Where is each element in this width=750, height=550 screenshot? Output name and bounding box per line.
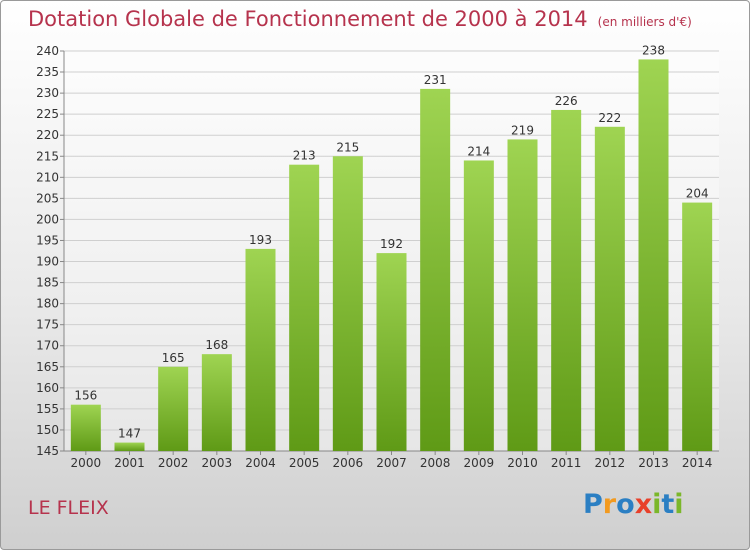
logo-letter: x xyxy=(634,489,653,520)
x-tick-label-2006: 2006 xyxy=(333,456,364,470)
bar-2012 xyxy=(594,126,625,451)
y-tick-label: 230 xyxy=(36,86,59,100)
x-tick-label-2003: 2003 xyxy=(202,456,233,470)
x-tick-label-2002: 2002 xyxy=(158,456,189,470)
y-tick-label: 165 xyxy=(36,360,59,374)
x-tick-label-2001: 2001 xyxy=(114,456,145,470)
x-tick-label-2000: 2000 xyxy=(71,456,102,470)
data-label-2010: 219 xyxy=(511,123,534,137)
data-label-2011: 226 xyxy=(555,94,578,108)
y-tick-label: 195 xyxy=(36,233,59,247)
bar-2001 xyxy=(114,442,145,451)
x-tick-label-2005: 2005 xyxy=(289,456,320,470)
logo-letter: r xyxy=(602,489,617,520)
y-tick-label: 225 xyxy=(36,107,59,121)
y-tick-label: 180 xyxy=(36,297,59,311)
data-label-2013: 238 xyxy=(642,43,665,57)
bar-2014 xyxy=(682,202,713,451)
x-tick-label-2012: 2012 xyxy=(595,456,626,470)
y-tick-label: 200 xyxy=(36,212,59,226)
y-tick-label: 215 xyxy=(36,149,59,163)
y-tick-label: 170 xyxy=(36,339,59,353)
y-tick-label: 185 xyxy=(36,276,59,290)
bar-2011 xyxy=(551,109,582,452)
data-label-2005: 213 xyxy=(293,149,316,163)
x-tick-label-2011: 2011 xyxy=(551,456,582,470)
y-tick-label: 210 xyxy=(36,170,59,184)
y-tick-label: 240 xyxy=(36,44,59,58)
x-tick-label-2008: 2008 xyxy=(420,456,451,470)
data-label-2006: 215 xyxy=(336,140,359,154)
x-tick-label-2014: 2014 xyxy=(682,456,713,470)
x-tick-label-2010: 2010 xyxy=(507,456,538,470)
bar-2002 xyxy=(158,366,189,451)
y-tick-label: 175 xyxy=(36,318,59,332)
data-label-2000: 156 xyxy=(74,389,97,403)
commune-name: LE FLEIX xyxy=(28,497,109,519)
y-tick-label: 190 xyxy=(36,255,59,269)
bar-2013 xyxy=(638,59,669,451)
x-tick-label-2013: 2013 xyxy=(638,456,669,470)
data-label-2014: 204 xyxy=(686,187,709,201)
y-tick-label: 160 xyxy=(36,381,59,395)
y-tick-label: 145 xyxy=(36,444,59,458)
data-label-2008: 231 xyxy=(424,73,447,87)
logo-letter: i xyxy=(652,489,662,520)
bar-2009 xyxy=(463,160,494,451)
data-label-2007: 192 xyxy=(380,237,403,251)
x-tick-label-2004: 2004 xyxy=(245,456,276,470)
bar-2000 xyxy=(70,404,101,451)
data-label-2009: 214 xyxy=(467,144,490,158)
bar-2008 xyxy=(420,88,451,451)
title-text: Dotation Globale de Fonctionnement de 20… xyxy=(28,7,588,31)
bar-2006 xyxy=(332,156,363,451)
data-label-2002: 165 xyxy=(162,351,185,365)
x-tick-label-2007: 2007 xyxy=(376,456,407,470)
bar-2007 xyxy=(376,253,407,451)
logo-letter: o xyxy=(616,489,635,520)
y-tick-label: 205 xyxy=(36,191,59,205)
y-tick-label: 155 xyxy=(36,402,59,416)
data-label-2004: 193 xyxy=(249,233,272,247)
logo-letter: t xyxy=(661,489,675,520)
bar-2003 xyxy=(201,354,232,451)
logo-letter: i xyxy=(674,489,684,520)
y-tick-label: 150 xyxy=(36,423,59,437)
logo-letter: P xyxy=(583,489,603,520)
data-label-2001: 147 xyxy=(118,427,141,441)
bar-2004 xyxy=(245,248,276,451)
data-label-2012: 222 xyxy=(598,111,621,125)
unit-label: (en milliers d'€) xyxy=(597,15,692,29)
chart-title: Dotation Globale de Fonctionnement de 20… xyxy=(28,7,692,31)
y-tick-label: 220 xyxy=(36,128,59,142)
data-label-2003: 168 xyxy=(205,338,228,352)
y-tick-label: 235 xyxy=(36,65,59,79)
bar-2010 xyxy=(507,139,538,451)
proxiti-logo: Proxiti xyxy=(583,489,684,520)
bar-2005 xyxy=(289,164,320,451)
x-tick-label-2009: 2009 xyxy=(464,456,495,470)
